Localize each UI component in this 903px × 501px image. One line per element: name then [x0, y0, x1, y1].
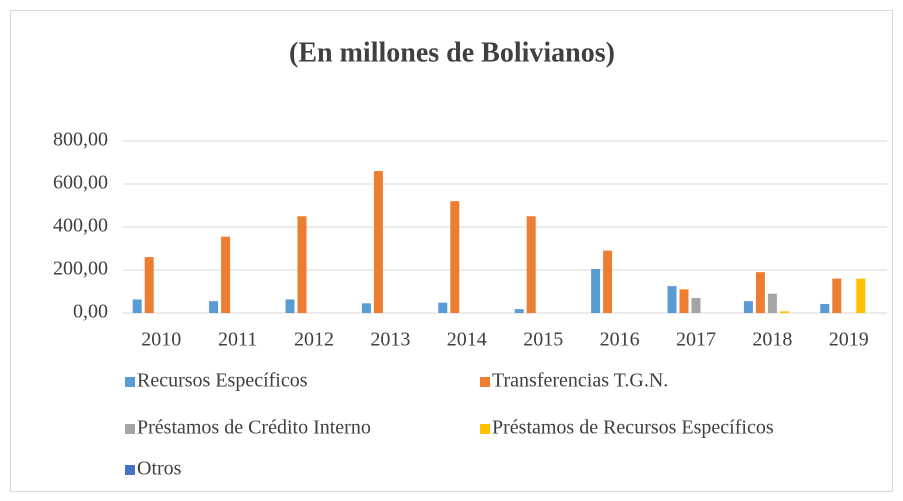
x-tick-label: 2010 [141, 329, 181, 351]
legend-swatch [480, 377, 490, 387]
legend-label: Préstamos de Crédito Interno [137, 417, 371, 439]
bar [450, 201, 460, 313]
bar [132, 299, 142, 313]
chart-title: (En millones de Bolivianos) [289, 37, 615, 68]
bar [221, 236, 231, 313]
bar [514, 309, 524, 313]
legend-swatch [125, 377, 135, 387]
bar [767, 293, 777, 313]
bar [743, 301, 753, 313]
bar [856, 278, 866, 313]
y-tick-label: 400,00 [53, 215, 108, 237]
x-tick-label: 2014 [447, 329, 487, 351]
bar [755, 272, 765, 313]
bar [603, 250, 613, 313]
bar [297, 216, 307, 313]
bar [144, 257, 154, 313]
x-tick-label: 2019 [829, 329, 869, 351]
x-tick-label: 2013 [370, 329, 410, 351]
x-tick-label: 2012 [294, 329, 334, 351]
legend-label: Préstamos de Recursos Específicos [492, 417, 774, 439]
x-tick-label: 2017 [676, 329, 716, 351]
legend-label: Recursos Específicos [137, 370, 308, 392]
bar [285, 299, 295, 313]
y-tick-label: 200,00 [53, 258, 108, 280]
bar [779, 311, 789, 313]
bar [667, 286, 677, 313]
x-tick-label: 2015 [523, 329, 563, 351]
bar [820, 303, 830, 313]
x-tick-label: 2011 [218, 329, 257, 351]
y-tick-label: 0,00 [73, 301, 108, 323]
legend-label: Transferencias T.G.N. [492, 370, 668, 392]
y-tick-label: 600,00 [53, 172, 108, 194]
bar [691, 297, 701, 313]
x-tick-label: 2016 [600, 329, 640, 351]
bar [832, 278, 842, 313]
bar [591, 268, 601, 313]
y-tick-label: 800,00 [53, 129, 108, 151]
bar [209, 301, 219, 313]
x-tick-label: 2018 [752, 329, 792, 351]
legend-swatch [125, 424, 135, 434]
bar [438, 302, 448, 313]
bar [679, 289, 689, 313]
bar [361, 303, 371, 313]
bar [373, 171, 383, 313]
legend-swatch [125, 465, 135, 475]
legend-label: Otros [137, 458, 182, 480]
bar [526, 216, 536, 313]
legend-swatch [480, 424, 490, 434]
